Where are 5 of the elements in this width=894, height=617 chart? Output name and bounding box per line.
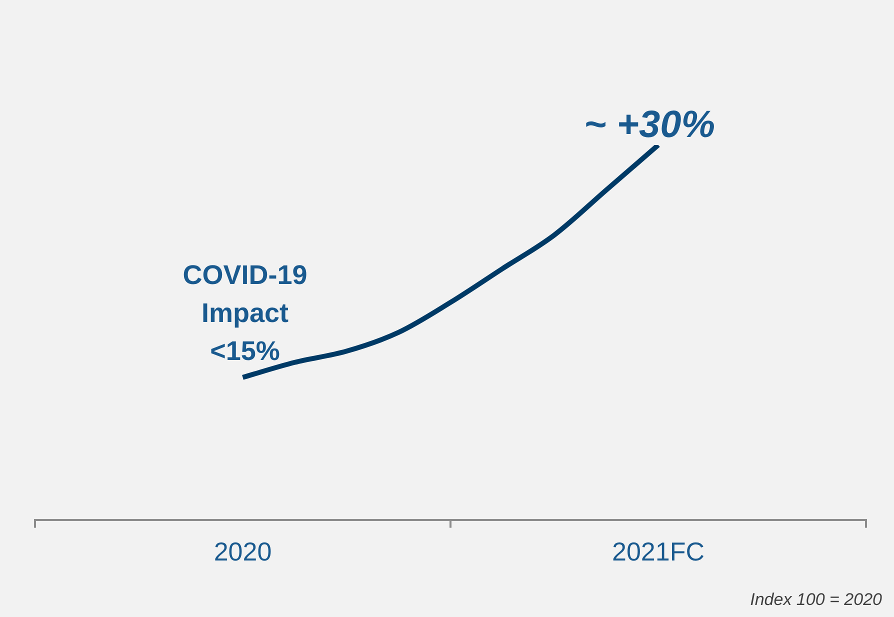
annotation: COVID-19 Impact <15%: [182, 259, 308, 368]
x-tick-label: 2020: [214, 536, 272, 567]
x-tick-label: 2021FC: [612, 536, 704, 567]
annotation: ~ +30%: [584, 104, 715, 147]
text: Index 100 = 2020: [750, 590, 882, 610]
